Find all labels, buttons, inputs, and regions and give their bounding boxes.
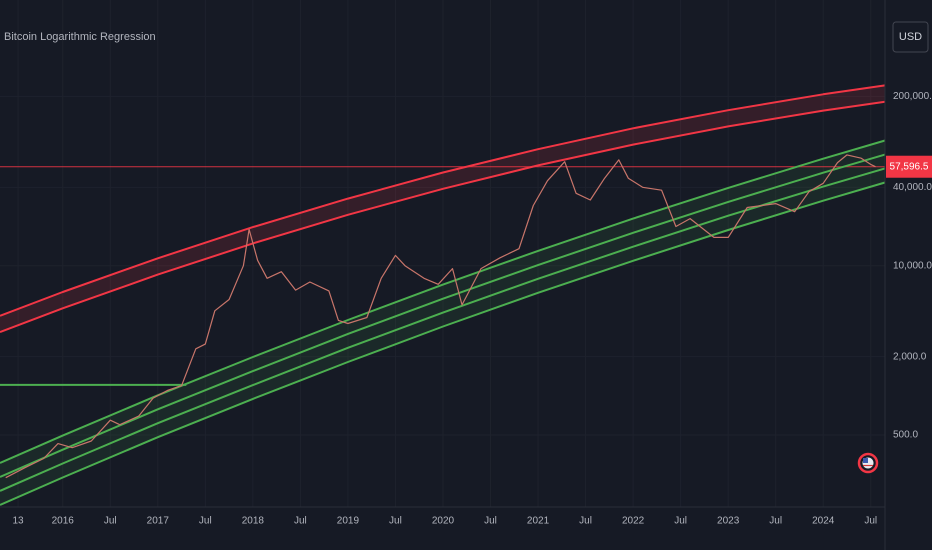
- band-line: [0, 84, 886, 317]
- x-tick-label: 2020: [432, 516, 455, 527]
- x-tick-label: 2017: [147, 516, 170, 527]
- last-price-box: [886, 155, 932, 178]
- x-tick-label: 2023: [717, 516, 740, 527]
- y-tick-label: 40,000.0: [893, 182, 932, 193]
- band-line: [0, 100, 886, 334]
- last-price-label: 57,596.5: [890, 161, 929, 172]
- y-tick-label: 200,000.0: [893, 91, 932, 102]
- x-tick-label: 2016: [52, 516, 75, 527]
- band-fill: [0, 168, 885, 505]
- x-tick-label: Jul: [389, 516, 402, 527]
- flag-icon[interactable]: [857, 452, 879, 474]
- y-tick-label: 10,000.0: [893, 260, 932, 271]
- x-tick-label: Jul: [674, 516, 687, 527]
- flag-canton[interactable]: [863, 458, 868, 463]
- x-tick-label: Jul: [104, 516, 117, 527]
- x-tick-label: 2021: [527, 516, 550, 527]
- currency-label[interactable]: USD: [899, 31, 922, 43]
- chart-title: Bitcoin Logarithmic Regression: [4, 31, 156, 43]
- currency-button[interactable]: [892, 21, 929, 53]
- band-line: [0, 153, 886, 478]
- band-line: [0, 181, 886, 506]
- band-line: [0, 139, 886, 464]
- x-tick-label: Jul: [484, 516, 497, 527]
- x-tick-label: 2024: [812, 516, 835, 527]
- x-tick-label: 2018: [242, 516, 265, 527]
- band-fill: [0, 85, 885, 333]
- x-tick-label: 13: [12, 516, 24, 527]
- grid: [0, 0, 885, 507]
- x-tick-label: 2022: [622, 516, 645, 527]
- band-fill: [0, 154, 885, 491]
- x-tick-label: Jul: [769, 516, 782, 527]
- x-tick-label: Jul: [864, 516, 877, 527]
- x-tick-label: Jul: [579, 516, 592, 527]
- band-fill: [0, 140, 885, 477]
- y-tick-label: 500.0: [893, 430, 918, 441]
- plot-area: [0, 84, 886, 506]
- price-line: [5, 154, 876, 479]
- x-tick-label: Jul: [199, 516, 212, 527]
- x-tick-label: 2019: [337, 516, 360, 527]
- x-tick-label: Jul: [294, 516, 307, 527]
- axes: 500.0 2,000.0 10,000.0 40,000.0 200,000.0 13 2…: [12, 91, 932, 527]
- y-tick-label: 2,000.0: [893, 351, 927, 362]
